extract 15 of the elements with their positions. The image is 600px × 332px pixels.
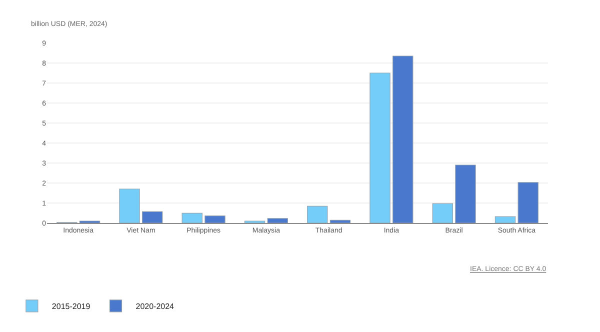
bar <box>142 211 163 223</box>
bar <box>307 206 328 223</box>
bar <box>432 203 453 223</box>
bar <box>119 188 140 223</box>
bar <box>330 220 351 223</box>
bar <box>267 218 288 223</box>
bar <box>455 164 476 223</box>
bar <box>182 212 202 223</box>
legend-label: 2015-2019 <box>52 302 91 312</box>
bar <box>370 72 390 223</box>
legend-label: 2020-2024 <box>136 302 175 312</box>
bar <box>204 216 226 223</box>
bar <box>392 56 414 223</box>
bar <box>518 182 538 223</box>
bar <box>494 216 516 223</box>
